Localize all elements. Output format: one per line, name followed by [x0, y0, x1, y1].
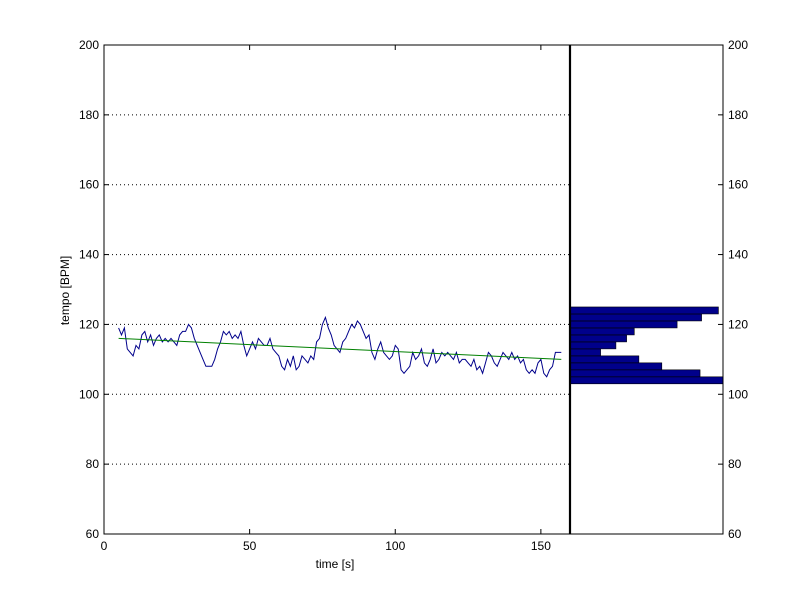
y-tick-label: 140 [79, 248, 99, 262]
y-tick-label: 160 [79, 178, 99, 192]
histogram-bar [569, 355, 640, 364]
histogram-bar [569, 348, 601, 357]
histogram-bar [569, 362, 663, 371]
x-tick-label: 0 [101, 539, 108, 553]
histogram-bar [569, 341, 617, 350]
right-y-tick-label: 80 [728, 457, 742, 471]
right-y-tick-label: 180 [728, 108, 748, 122]
y-axis-label: tempo [BPM] [58, 256, 72, 325]
y-tick-label: 100 [79, 387, 99, 401]
right-y-tick-label: 60 [728, 527, 742, 541]
histogram-bar [569, 334, 627, 343]
histogram-bar [569, 369, 701, 378]
histogram-bar [569, 376, 724, 385]
right-y-tick-label: 160 [728, 178, 748, 192]
x-tick-label: 50 [243, 539, 257, 553]
histogram-bar [569, 306, 719, 315]
tempo-trend-line [118, 337, 562, 360]
right-y-tick-label: 100 [728, 387, 748, 401]
y-tick-label: 180 [79, 108, 99, 122]
histogram-bar [569, 327, 635, 336]
histogram-bar [569, 320, 678, 329]
histogram-bar [569, 313, 702, 322]
y-tick-label: 80 [86, 457, 100, 471]
y-tick-label: 120 [79, 317, 99, 331]
x-tick-label: 100 [385, 539, 405, 553]
right-y-tick-label: 120 [728, 317, 748, 331]
right-y-tick-label: 140 [728, 248, 748, 262]
x-axis-label: time [s] [316, 557, 355, 571]
right-y-tick-label: 200 [728, 38, 748, 52]
tempo-histogram-axes: 60 80 100 120 140 160 180 200 [568, 38, 748, 541]
y-tick-label: 60 [86, 527, 100, 541]
y-tick-label: 200 [79, 38, 99, 52]
x-tick-label: 150 [531, 539, 551, 553]
tempo-timeline-axes: 60 80 100 120 140 160 180 200 0 50 100 150 [79, 38, 571, 553]
